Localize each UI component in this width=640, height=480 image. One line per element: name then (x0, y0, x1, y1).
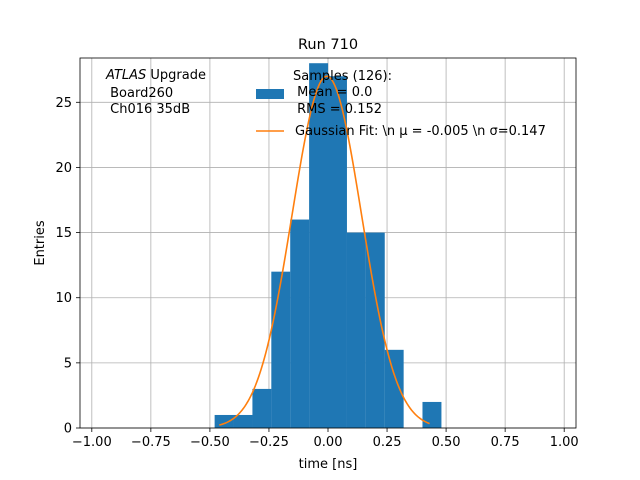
atlas-annotation: ATLAS Upgrade Board260 Ch016 35dB (105, 68, 206, 117)
x-tick-label: 0.00 (314, 435, 343, 450)
x-tick-label: −0.25 (249, 435, 289, 450)
legend: Samples (126): Mean = 0.0 RMS = 0.152 Ga… (256, 69, 546, 139)
channel-label: Ch016 35dB (106, 102, 190, 117)
x-axis-label: time [ns] (299, 457, 358, 472)
svg-text:ATLAS Upgrade: ATLAS Upgrade (105, 68, 206, 83)
chart-title: Run 710 (298, 37, 358, 53)
y-tick-label: 10 (55, 291, 72, 306)
x-tick-label: −1.00 (72, 435, 112, 450)
histogram-bars (214, 63, 442, 428)
y-tick-label: 0 (64, 422, 72, 437)
histogram-bar (365, 232, 385, 428)
histogram-bar (290, 219, 310, 428)
y-axis-label: Entries (33, 220, 48, 266)
y-axis: 0 5 10 15 20 25 (55, 96, 80, 437)
gaussian-fit-line (219, 75, 430, 426)
atlas-upgrade: Upgrade (146, 68, 206, 83)
histogram-bar (384, 349, 404, 428)
y-tick-label: 25 (55, 96, 72, 111)
legend-samples-line2: Mean = 0.0 (293, 85, 372, 100)
x-tick-label: −0.50 (190, 435, 230, 450)
x-tick-label: −0.75 (131, 435, 171, 450)
legend-samples-line3: RMS = 0.152 (293, 102, 382, 117)
atlas-italic: ATLAS (105, 68, 146, 83)
fit-curve (219, 75, 430, 426)
histogram-bar (233, 414, 253, 428)
x-tick-label: 0.75 (491, 435, 520, 450)
x-tick-label: 0.50 (432, 435, 461, 450)
histogram-bar (271, 271, 291, 428)
legend-fit-label: Gaussian Fit: \n μ = -0.005 \n σ=0.147 (295, 124, 546, 139)
board-label: Board260 (106, 86, 173, 101)
histogram-bar (328, 76, 347, 428)
histogram-bar (422, 401, 442, 428)
x-tick-label: 0.25 (373, 435, 402, 450)
y-tick-label: 5 (64, 356, 72, 371)
x-axis: −1.00 −0.75 −0.50 −0.25 0.00 0.25 0.50 0.75 1.00 (72, 428, 579, 450)
histogram-bar (214, 414, 234, 428)
histogram-bar (346, 232, 366, 428)
histogram-bar (309, 63, 329, 428)
legend-samples-line1: Samples (126): (293, 69, 392, 84)
x-tick-label: 1.00 (550, 435, 579, 450)
y-tick-label: 15 (55, 226, 72, 241)
histogram-bar (252, 388, 272, 428)
legend-hist-swatch (256, 89, 284, 99)
y-tick-label: 20 (55, 161, 72, 176)
